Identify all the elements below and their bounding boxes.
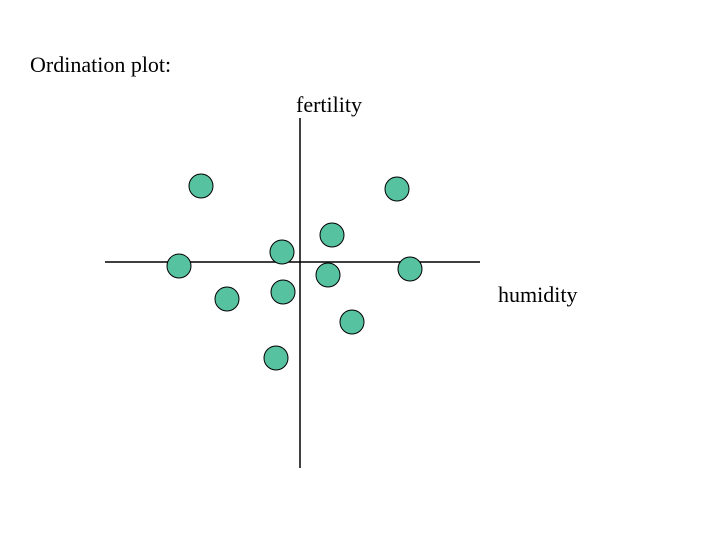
data-point	[398, 257, 422, 281]
plot-title: Ordination plot:	[30, 52, 171, 78]
data-point	[316, 263, 340, 287]
plot-svg	[0, 0, 720, 540]
ordination-plot: Ordination plot: fertility humidity	[0, 0, 720, 540]
data-point	[320, 223, 344, 247]
data-point	[167, 254, 191, 278]
data-point	[264, 346, 288, 370]
points-group	[167, 174, 422, 370]
data-point	[215, 287, 239, 311]
data-point	[271, 280, 295, 304]
data-point	[340, 310, 364, 334]
y-axis-label: fertility	[296, 92, 362, 118]
data-point	[270, 240, 294, 264]
x-axis-label: humidity	[498, 282, 577, 308]
data-point	[385, 177, 409, 201]
data-point	[189, 174, 213, 198]
